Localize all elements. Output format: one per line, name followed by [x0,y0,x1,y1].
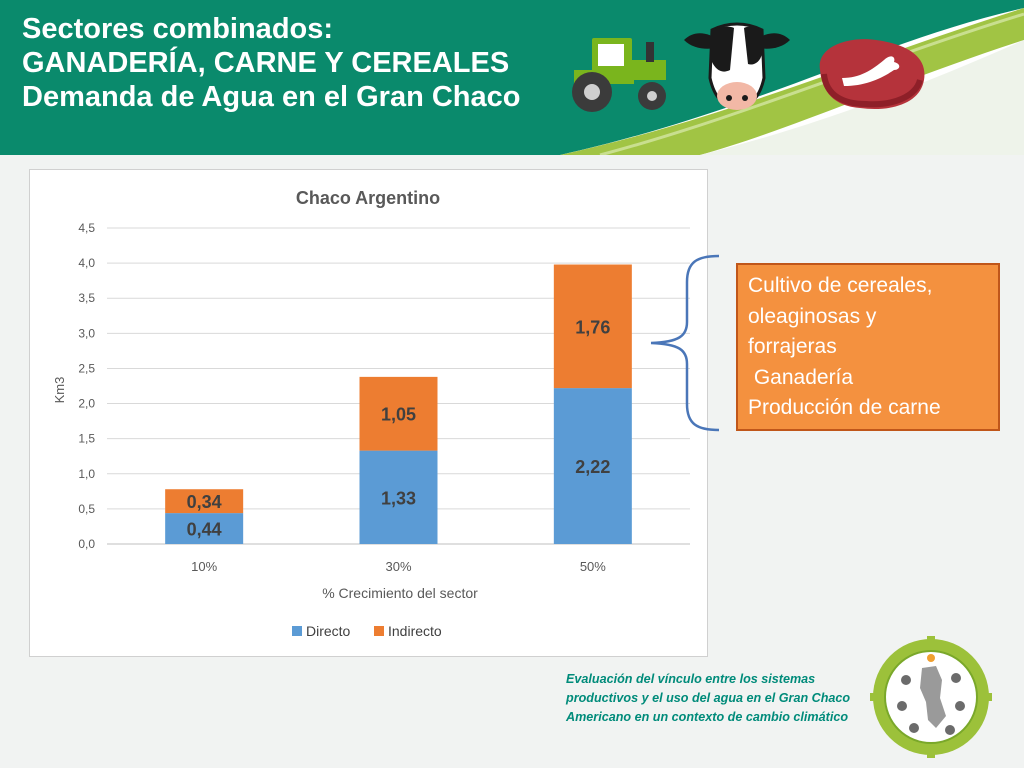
y-tick-label: 4,5 [78,221,95,235]
y-tick-label: 2,5 [78,361,95,375]
info-line-2: oleaginosas y [748,304,877,328]
bar-indirecto-0 [165,489,244,514]
legend-swatch-indirecto [374,626,384,636]
data-label: 0,44 [187,520,222,540]
page-title: Sectores combinados: GANADERÍA, CARNE Y … [22,12,521,114]
y-tick-labels: 0,0 0,5 1,0 1,5 2,0 2,5 3,0 3,5 4,0 4,5 [78,221,95,551]
x-tick-label: 10% [191,559,217,574]
chart-card: Chaco Argentino 0,0 0,5 1,0 1,5 2,0 2,5 3,0 3,5… [29,169,708,657]
legend: Directo Indirecto [292,623,442,639]
caption-line-3: Americano en un contexto de cambio climá… [566,710,849,724]
project-caption: Evaluación del vínculo entre los sistema… [566,670,866,727]
bar-indirecto-1 [359,376,438,451]
data-label: 0,34 [187,492,222,512]
caption-line-1: Evaluación del vínculo entre los sistema… [566,672,816,686]
y-tick-label: 1,0 [78,467,95,481]
steak-icon [819,39,925,109]
y-axis-label: Km3 [52,377,67,404]
title-line-1: Sectores combinados: [22,13,334,45]
title-line-3: Demanda de Agua en el Gran Chaco [22,81,521,113]
bar-directo-1 [359,450,438,544]
chart-title: Chaco Argentino [296,188,440,208]
tractor-icon [572,38,666,112]
project-logo-icon [870,636,992,758]
curly-brace-icon [650,254,720,432]
legend-swatch-directo [292,626,302,636]
y-tick-label: 3,0 [78,326,95,340]
bars: 0,44 0,34 1,33 1,05 2,22 1,76 [165,264,632,544]
cow-icon [684,22,790,110]
x-tick-labels: 10% 30% 50% [191,559,606,574]
bar-directo-0 [165,513,244,544]
data-label: 1,33 [381,488,416,508]
legend-label-indirecto: Indirecto [388,623,442,639]
x-axis-label: % Crecimiento del sector [322,585,478,601]
x-tick-label: 50% [580,559,606,574]
bar-chart: Chaco Argentino 0,0 0,5 1,0 1,5 2,0 2,5 3,0 3,5… [52,188,690,639]
caption-line-2: productivos y el uso del agua en el Gran… [566,691,851,705]
info-line-5: Producción de carne [748,396,941,419]
data-label: 1,05 [381,405,416,425]
y-tick-label: 4,0 [78,256,95,270]
data-label: 1,76 [575,317,610,337]
info-line-3: forrajeras [748,335,837,358]
bar-indirecto-2 [553,264,632,389]
y-tick-label: 0,0 [78,537,95,551]
data-label: 2,22 [575,457,610,477]
legend-label-directo: Directo [306,623,351,639]
x-tick-label: 30% [385,559,411,574]
y-tick-label: 2,0 [78,397,95,411]
sector-info-box: Cultivo de cereales, oleaginosas y forra… [736,263,1000,431]
y-tick-label: 0,5 [78,502,95,516]
info-line-4: Ganadería [748,365,854,389]
y-tick-label: 1,5 [78,432,95,446]
bar-directo-2 [553,388,632,544]
info-line-1: Cultivo de cereales, [748,274,933,297]
title-line-2: GANADERÍA, CARNE Y CEREALES [22,47,510,79]
y-tick-label: 3,5 [78,291,95,305]
